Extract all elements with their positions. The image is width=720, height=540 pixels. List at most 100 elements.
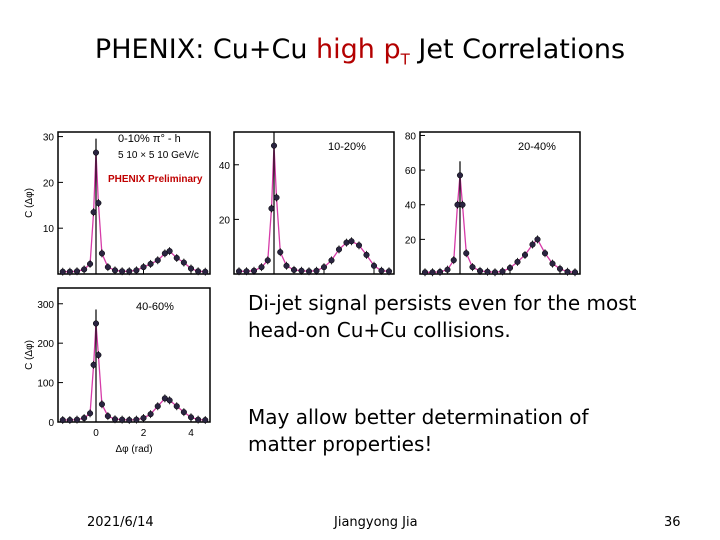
data-point (66, 268, 73, 275)
y-tick-label: 20 (405, 235, 417, 246)
x-tick-label: 4 (188, 428, 194, 439)
y-tick-label: 60 (405, 166, 417, 177)
chart-svg-20-40: 20 40 60 80 20-40% (405, 131, 581, 277)
data-point (541, 250, 549, 257)
bullet-1: Di-jet signal persists even for the most… (248, 291, 637, 342)
data-point (73, 416, 81, 423)
data-point (73, 268, 81, 275)
data-point (90, 209, 97, 216)
data-point (305, 268, 313, 275)
data-point (195, 416, 202, 423)
chart-svg-40-60: 0 100 200 300 0 2 4 C (Δφ) Δφ (rad) 40-60% (24, 287, 211, 455)
data-point (444, 266, 451, 273)
footer-date: 2021/6/14 (87, 515, 154, 530)
data-point (436, 268, 444, 275)
data-point (290, 266, 298, 273)
data-point (180, 259, 187, 266)
data-point (119, 416, 126, 423)
data-point (484, 268, 491, 275)
data-point (450, 257, 457, 264)
data-point (264, 257, 271, 264)
chart-panel-0-10: 10 20 30 C (Δφ) 0-10% π° - h 5 10 × 5 10 GeV/… (18, 124, 216, 282)
data-point (514, 258, 521, 265)
data-point (147, 260, 154, 267)
data-point (529, 241, 536, 248)
data-point (173, 254, 180, 262)
data-point (283, 262, 290, 269)
y-tick-label: 20 (43, 178, 55, 189)
data-point (92, 320, 100, 327)
data-point (154, 403, 161, 410)
data-point (571, 269, 579, 276)
footer-page-number: 36 (664, 515, 681, 530)
data-point (556, 265, 564, 272)
data-point (476, 267, 484, 274)
panel-title: 10-20% (328, 141, 366, 153)
chart-svg-10-20: 20 40 10-20% (219, 131, 395, 276)
data-point (202, 268, 209, 275)
data-point (421, 269, 429, 276)
y-tick-label: 40 (405, 201, 417, 212)
fit-curve (62, 152, 206, 273)
y-tick-label: 0 (48, 418, 54, 429)
data-point (202, 416, 209, 424)
data-point (270, 142, 278, 149)
data-point (173, 403, 180, 410)
data-point (98, 250, 105, 257)
data-point (195, 268, 202, 275)
data-point (243, 268, 250, 275)
panel-title: 20-40% (518, 141, 556, 153)
data-point (250, 267, 258, 274)
data-point (126, 416, 133, 424)
x-axis-label: Δφ (rad) (115, 444, 152, 455)
data-point (98, 401, 105, 408)
data-point (429, 269, 436, 276)
data-point (104, 413, 111, 420)
data-point (499, 268, 506, 275)
y-tick-label: 300 (37, 300, 54, 311)
bullet-2: May allow better determination of matter… (248, 405, 589, 456)
data-point (320, 264, 328, 271)
data-point (378, 267, 385, 274)
data-point (521, 251, 529, 259)
data-point (111, 416, 119, 423)
chart-panel-20-40: 20 40 60 80 20-40% (398, 124, 588, 282)
panel-title: 40-60% (136, 301, 174, 313)
data-point (564, 268, 571, 275)
data-point (92, 149, 100, 156)
data-point (87, 260, 94, 267)
data-point (385, 268, 393, 275)
y-tick-label: 80 (405, 131, 417, 142)
data-point (277, 249, 284, 256)
data-point (549, 260, 556, 267)
title-prefix: PHENIX: Cu+Cu (94, 34, 317, 65)
data-point (59, 268, 66, 275)
data-point (154, 257, 161, 264)
data-point (469, 264, 476, 271)
footer-author: Jiangyong Jia (334, 515, 418, 530)
data-point (59, 416, 66, 424)
data-point (180, 409, 187, 416)
title-subscript: T (400, 50, 410, 69)
data-point (506, 264, 514, 271)
data-point (133, 416, 140, 423)
data-point (268, 205, 275, 212)
x-tick-label: 0 (93, 428, 99, 439)
panel-title: 0-10% π° - h (118, 133, 181, 145)
chart-panel-10-20: 20 40 10-20% (218, 124, 398, 282)
plot-frame (57, 131, 211, 275)
fit-curve (425, 175, 576, 273)
plot-frame (419, 131, 581, 275)
data-point (90, 361, 97, 368)
title-suffix: Jet Correlations (409, 34, 626, 65)
data-point (119, 268, 126, 275)
y-axis-label: C (Δφ) (24, 340, 35, 370)
data-point (66, 416, 73, 424)
data-point (298, 267, 305, 274)
data-point (95, 199, 102, 207)
chart-svg-0-10: 10 20 30 C (Δφ) 0-10% π° - h 5 10 × 5 10 GeV/… (24, 131, 211, 276)
data-point (355, 242, 363, 249)
y-tick-label: 20 (219, 215, 231, 226)
data-point (187, 265, 195, 272)
data-point (187, 414, 195, 421)
